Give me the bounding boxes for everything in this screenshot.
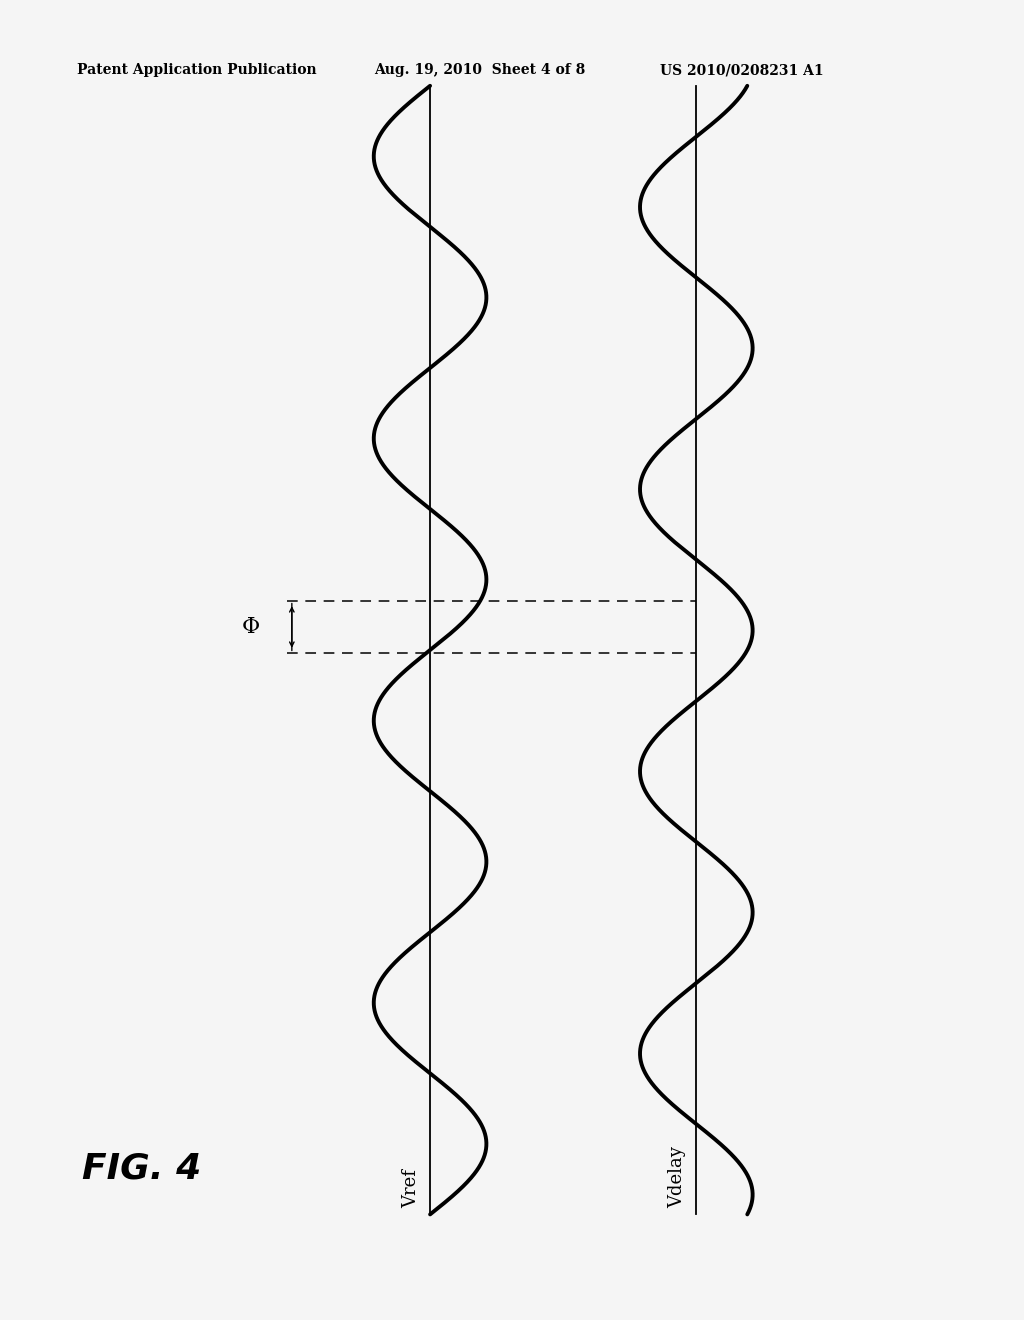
Text: Patent Application Publication: Patent Application Publication xyxy=(77,63,316,78)
Text: Vref: Vref xyxy=(401,1170,420,1208)
Text: Vdelay: Vdelay xyxy=(668,1146,686,1208)
Text: Φ: Φ xyxy=(242,616,260,638)
Text: US 2010/0208231 A1: US 2010/0208231 A1 xyxy=(660,63,824,78)
Text: FIG. 4: FIG. 4 xyxy=(82,1151,201,1185)
Text: Aug. 19, 2010  Sheet 4 of 8: Aug. 19, 2010 Sheet 4 of 8 xyxy=(374,63,585,78)
